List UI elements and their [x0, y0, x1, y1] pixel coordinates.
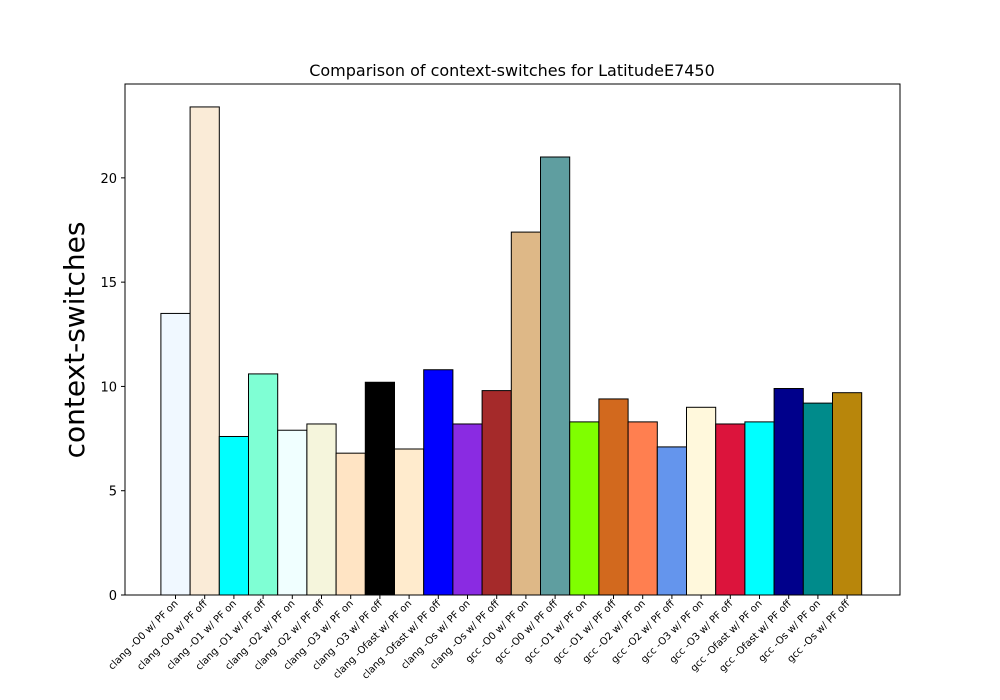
bar-4 — [277, 429, 308, 596]
bar-11 — [481, 390, 512, 596]
y-tick-label-2: 10 — [100, 380, 117, 395]
y-axis-ticks: 0 5 10 15 20 — [100, 172, 125, 604]
bar-3 — [248, 373, 279, 596]
bar-10 — [452, 423, 483, 596]
bar-19 — [715, 423, 746, 596]
bar-20 — [744, 421, 775, 596]
bar-17 — [656, 446, 687, 596]
bar-6 — [335, 452, 366, 596]
bar-0 — [160, 312, 191, 596]
bar-5 — [306, 423, 337, 596]
y-tick-label-4: 20 — [100, 172, 117, 187]
bar-21 — [773, 388, 804, 596]
y-axis-label: context-switches — [58, 222, 91, 459]
bar-1 — [189, 106, 220, 596]
bar-12 — [510, 231, 541, 596]
bar-22 — [802, 402, 833, 596]
bars-group — [160, 106, 863, 596]
bar-14 — [569, 421, 600, 596]
plot-frame — [124, 83, 901, 596]
bar-9 — [423, 369, 454, 596]
bar-7 — [364, 381, 395, 596]
bar-23 — [832, 392, 863, 596]
chart-title: Comparison of context-switches for Latit… — [309, 61, 715, 80]
bar-16 — [627, 421, 658, 596]
y-tick-label-1: 5 — [109, 485, 117, 500]
bar-15 — [598, 398, 629, 596]
y-tick-label-3: 15 — [100, 276, 117, 291]
y-tick-label-0: 0 — [109, 589, 117, 604]
bar-13 — [540, 156, 571, 596]
bar-8 — [394, 448, 425, 596]
bar-2 — [218, 435, 250, 596]
bar-18 — [686, 406, 717, 596]
